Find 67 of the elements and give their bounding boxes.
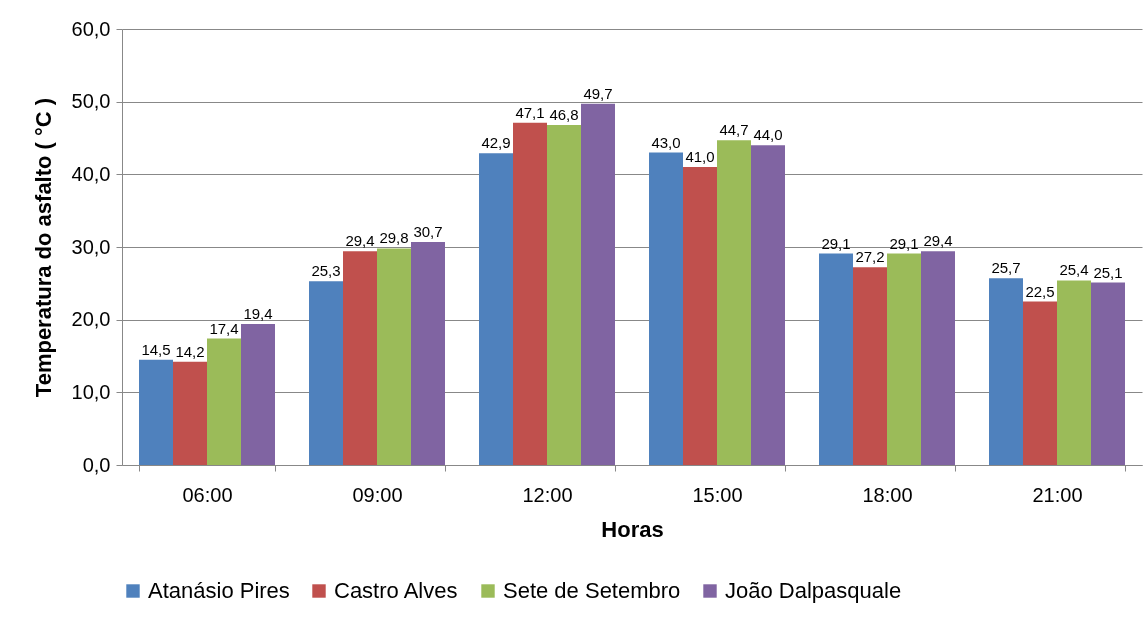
legend-label: João Dalpasquale: [725, 578, 902, 603]
data-label: 46,8: [549, 105, 579, 123]
legend-label: Castro Alves: [334, 578, 458, 603]
data-label: 29,1: [821, 234, 851, 252]
data-label: 29,8: [379, 229, 409, 247]
data-label: 14,2: [175, 342, 205, 360]
bar: [989, 278, 1023, 465]
data-label: 41,0: [685, 148, 715, 166]
data-label: 44,7: [719, 121, 749, 139]
data-label: 43,0: [651, 133, 681, 151]
bar: [683, 167, 717, 465]
data-label: 25,4: [1059, 261, 1089, 279]
y-axis-title: Temperatura do asfalto ( °C ): [30, 97, 56, 398]
data-label: 25,3: [311, 262, 341, 280]
data-label: 30,7: [413, 222, 443, 240]
bar: [649, 152, 683, 465]
data-label: 49,7: [583, 84, 613, 102]
x-tick-label: 06:00: [182, 483, 233, 506]
data-label: 25,7: [991, 259, 1021, 277]
bar: [411, 241, 445, 465]
x-tick-label: 18:00: [862, 483, 913, 506]
y-tick-label: 20,0: [71, 308, 111, 331]
y-tick-label: 60,0: [71, 17, 111, 40]
bar: [751, 145, 785, 465]
bar: [547, 124, 581, 465]
data-label: 27,2: [855, 248, 885, 266]
data-label: 29,4: [345, 232, 375, 250]
data-label: 47,1: [515, 103, 545, 121]
bar: [717, 140, 751, 465]
legend-label: Sete de Setembro: [503, 578, 681, 603]
x-tick-label: 21:00: [1032, 483, 1083, 506]
y-tick-label: 50,0: [71, 90, 111, 113]
bar: [853, 267, 887, 465]
data-label: 29,4: [923, 232, 953, 250]
x-tick-label: 12:00: [522, 483, 573, 506]
bar: [377, 248, 411, 465]
bar: [207, 338, 241, 465]
bar: [513, 122, 547, 465]
bar: [139, 359, 173, 465]
bar: [1023, 301, 1057, 465]
bar: [343, 251, 377, 465]
data-label: 42,9: [481, 134, 511, 152]
data-label: 25,1: [1093, 263, 1123, 281]
bar: [241, 324, 275, 465]
bar: [581, 103, 615, 465]
bar: [1057, 280, 1091, 465]
bar: [887, 253, 921, 465]
data-label: 22,5: [1025, 282, 1055, 300]
data-label: 17,4: [209, 319, 239, 337]
bar: [1091, 282, 1125, 465]
y-tick-label: 30,0: [71, 235, 111, 258]
x-axis-title: Horas: [601, 516, 664, 542]
y-tick-label: 40,0: [71, 162, 111, 185]
bar: [819, 253, 853, 465]
y-tick-label: 10,0: [71, 380, 111, 403]
bar: [173, 361, 207, 465]
data-label: 29,1: [889, 234, 919, 252]
bar: [309, 281, 343, 465]
y-tick-label: 0,0: [82, 453, 111, 476]
legend-label: Atanásio Pires: [148, 578, 290, 603]
data-label: 44,0: [753, 126, 783, 144]
data-label: 14,5: [141, 340, 171, 358]
x-tick-label: 09:00: [352, 483, 403, 506]
bar: [479, 153, 513, 465]
data-label: 19,4: [243, 305, 273, 323]
x-tick-label: 15:00: [692, 483, 743, 506]
bar: [921, 251, 955, 465]
